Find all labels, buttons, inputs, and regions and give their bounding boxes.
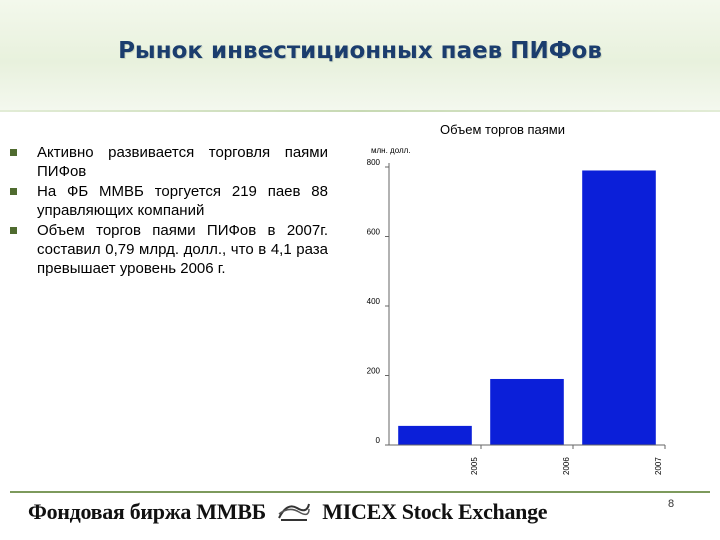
logo-text-english: MICEX Stock Exchange [322,499,548,524]
bullet-item: На ФБ ММВБ торгуется 219 паев 88 управля… [10,182,328,220]
header-divider [0,110,720,112]
y-tick-label: 0 [376,436,381,445]
bar-2005 [398,425,472,445]
bars [398,170,656,445]
bullet-text: Объем торгов паями ПИФов в 2007г. состав… [37,222,328,277]
x-tick-label: 2006 [562,457,571,475]
bullet-list: Активно развивается торговля паями ПИФов… [10,143,328,279]
bullet-item: Активно развивается торговля паями ПИФов [10,143,328,181]
x-tick-label: 2007 [654,457,663,475]
bar-chart: млн. долл. 0 200 400 600 800 2005 2006 2007 [367,146,666,475]
logo-text-russian: Фондовая биржа ММВБ [28,499,266,524]
bullet-item: Объем торгов паями ПИФов в 2007г. состав… [10,221,328,278]
bullet-text: На ФБ ММВБ торгуется 219 паев 88 управля… [37,183,328,219]
x-tick-label: 2005 [470,457,479,475]
slide-title: Рынок инвестиционных паев ПИФов [118,38,602,64]
y-axis-ticks: 0 200 400 600 800 [367,158,389,446]
y-tick-label: 400 [367,297,381,306]
footer-divider [10,491,710,493]
y-tick-label: 800 [367,158,381,167]
bullet-square-icon [10,227,17,234]
bullet-square-icon [10,188,17,195]
exchange-emblem-icon [277,500,311,528]
bullet-text: Активно развивается торговля паями ПИФов [37,144,328,180]
y-tick-label: 200 [367,367,381,376]
bar-2007 [582,170,656,445]
y-tick-label: 600 [367,228,381,237]
chart-title: Объем торгов паями [440,122,566,137]
exchange-logo: Фондовая биржа ММВБ MICEX Stock Exchange [28,499,548,528]
bar-2006 [490,378,564,445]
y-axis-unit-label: млн. долл. [371,146,411,155]
x-axis-ticks: 2005 2006 2007 [470,445,666,475]
bullet-square-icon [10,149,17,156]
header-band [0,0,720,112]
page-number: 8 [668,498,675,510]
